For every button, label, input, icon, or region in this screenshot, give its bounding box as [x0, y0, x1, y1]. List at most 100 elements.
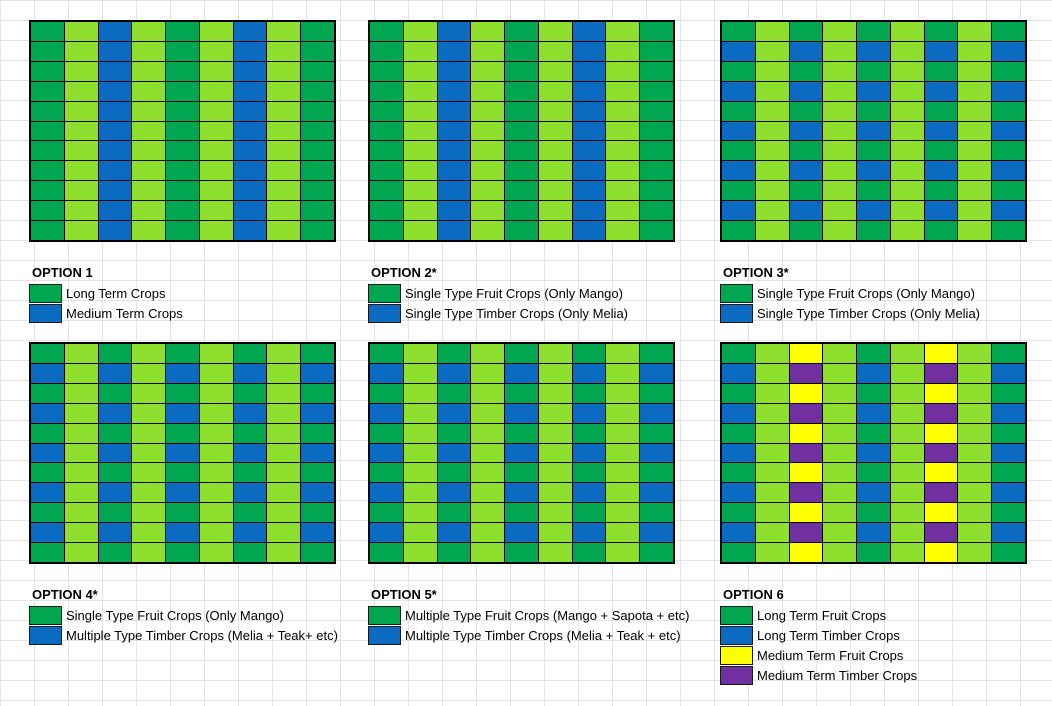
plot-cell — [64, 61, 98, 81]
plot-cell — [267, 181, 301, 201]
plot-cell — [166, 543, 199, 562]
plot-cell — [789, 181, 823, 201]
legend-item: Multiple Type Timber Crops (Melia + Teak… — [29, 625, 359, 645]
plot-cell — [403, 201, 437, 221]
plot-cell — [132, 363, 166, 383]
plot-cell — [437, 201, 471, 221]
plot-cell — [890, 22, 924, 41]
plot-cell — [301, 483, 334, 503]
plot-cell — [789, 81, 823, 101]
plot-cell — [199, 22, 233, 41]
plot-cell — [403, 161, 437, 181]
plot-cell — [471, 463, 505, 483]
plot-cell — [606, 221, 640, 240]
legend-label: Long Term Fruit Crops — [757, 607, 887, 623]
plot-cell — [437, 141, 471, 161]
plot-cell — [857, 101, 890, 121]
legend-option-6: OPTION 6 Long Term Fruit Crops Long Term… — [720, 580, 1050, 685]
plot-cell — [823, 181, 857, 201]
plot-cell — [505, 483, 538, 503]
plot-cell — [992, 101, 1025, 121]
plot-cell — [640, 201, 673, 221]
plot-cell — [722, 221, 755, 240]
plot-cell — [572, 161, 606, 181]
plot-cell — [890, 523, 924, 543]
plot-cell — [471, 423, 505, 443]
plot-cell — [166, 201, 199, 221]
plot-cell — [64, 423, 98, 443]
plot-cell — [572, 121, 606, 141]
option-title: OPTION 4* — [32, 587, 98, 602]
plot-cell — [857, 363, 890, 383]
plot-cell — [722, 503, 755, 523]
plot-cell — [233, 403, 267, 423]
plot-cell — [890, 363, 924, 383]
plot-cell — [64, 463, 98, 483]
plot-cell — [166, 41, 199, 61]
plot-cell — [31, 363, 64, 383]
plot-cell — [64, 81, 98, 101]
plot-cell — [267, 383, 301, 403]
plot-cell — [722, 383, 755, 403]
plot-cell — [31, 61, 64, 81]
plot-cell — [301, 161, 334, 181]
plot-cell — [267, 81, 301, 101]
plot-cell — [403, 41, 437, 61]
option-title: OPTION 6 — [723, 587, 784, 602]
plot-cell — [370, 383, 403, 403]
plot-cell — [437, 383, 471, 403]
plot-cell — [505, 344, 538, 363]
plot-cell — [31, 41, 64, 61]
plot-cell — [572, 81, 606, 101]
plot-cell — [992, 121, 1025, 141]
plot-cell — [199, 443, 233, 463]
plot-cell — [370, 463, 403, 483]
color-swatch — [720, 605, 753, 625]
plot-cell — [572, 463, 606, 483]
plot-cell — [132, 503, 166, 523]
plot-cell — [755, 403, 789, 423]
plot-cell — [31, 483, 64, 503]
plot-cell — [98, 61, 132, 81]
plot-cell — [166, 423, 199, 443]
plot-cell — [958, 101, 992, 121]
plot-cell — [958, 463, 992, 483]
legend-option-1: OPTION 1 Long Term Crops Medium Term Cro… — [29, 258, 359, 323]
legend-item: Long Term Fruit Crops — [720, 605, 1050, 625]
plot-cell — [199, 161, 233, 181]
plot-cell — [98, 181, 132, 201]
plot-cell — [640, 101, 673, 121]
plot-cell — [132, 463, 166, 483]
layout-grid-option-4 — [29, 342, 336, 564]
plot-cell — [890, 344, 924, 363]
plot-cell — [31, 543, 64, 562]
plot-cell — [538, 344, 572, 363]
plot-cell — [640, 181, 673, 201]
plot-cell — [538, 523, 572, 543]
plot-cell — [958, 221, 992, 240]
plot-cell — [606, 483, 640, 503]
plot-cell — [890, 41, 924, 61]
plot-cell — [992, 201, 1025, 221]
legend-option-4: OPTION 4* Single Type Fruit Crops (Only … — [29, 580, 359, 645]
plot-cell — [301, 221, 334, 240]
plot-cell — [370, 403, 403, 423]
plot-cell — [890, 201, 924, 221]
color-swatch — [720, 283, 753, 303]
plot-cell — [64, 41, 98, 61]
plot-cell — [538, 161, 572, 181]
plot-cell — [823, 201, 857, 221]
plot-cell — [992, 344, 1025, 363]
plot-cell — [199, 141, 233, 161]
plot-cell — [823, 383, 857, 403]
plot-cell — [722, 22, 755, 41]
plot-cell — [403, 523, 437, 543]
plot-cell — [789, 201, 823, 221]
plot-cell — [538, 543, 572, 562]
plot-cell — [64, 181, 98, 201]
plot-cell — [199, 221, 233, 240]
plot-cell — [992, 503, 1025, 523]
plot-cell — [199, 463, 233, 483]
plot-cell — [640, 221, 673, 240]
plot-cell — [640, 443, 673, 463]
